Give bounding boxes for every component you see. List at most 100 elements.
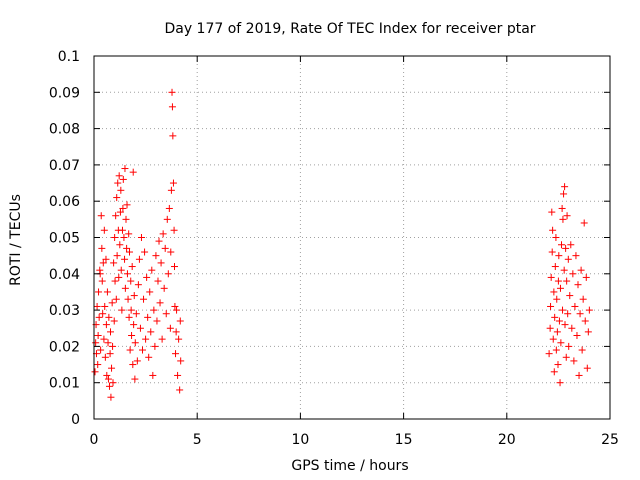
data-point <box>578 346 586 354</box>
data-point <box>176 386 184 394</box>
data-point <box>142 335 150 343</box>
data-point <box>568 324 576 332</box>
data-point <box>576 310 584 318</box>
axis-ticks <box>93 55 611 420</box>
data-point <box>574 281 582 289</box>
data-point <box>120 234 128 241</box>
data-point <box>557 241 565 249</box>
data-point <box>555 252 563 260</box>
x-tick-label: 10 <box>291 432 309 448</box>
data-point <box>556 284 564 292</box>
data-point <box>170 263 178 271</box>
data-point <box>160 284 168 292</box>
data-point <box>153 317 161 325</box>
data-point <box>131 375 139 383</box>
data-point <box>100 226 108 234</box>
data-point <box>105 313 113 321</box>
data-point <box>166 324 174 332</box>
data-point <box>112 212 120 220</box>
data-point <box>559 215 567 223</box>
data-point <box>136 324 144 332</box>
data-point <box>549 226 557 234</box>
data-point <box>121 284 129 292</box>
data-point <box>549 335 557 343</box>
x-tick-label: 15 <box>395 432 413 448</box>
data-point <box>99 310 107 318</box>
data-point <box>108 364 116 372</box>
data-points <box>91 88 593 401</box>
data-point <box>157 259 165 267</box>
data-point <box>573 332 581 340</box>
data-point <box>129 168 137 176</box>
data-point <box>171 302 179 310</box>
data-point <box>126 346 134 354</box>
data-point <box>557 339 565 347</box>
data-point <box>548 208 556 216</box>
y-tick-labels: 0 0.01 0.02 0.03 0.04 0.05 0.06 0.07 0.08 0.09 0.1 <box>49 49 80 428</box>
data-point <box>150 306 158 314</box>
x-tick-label: 20 <box>498 432 516 448</box>
data-point <box>560 266 568 274</box>
y-tick-label: 0.06 <box>49 194 80 210</box>
data-point <box>100 335 108 343</box>
data-point <box>563 277 571 285</box>
data-point <box>162 310 170 318</box>
data-point <box>93 302 101 310</box>
data-point <box>98 244 106 252</box>
data-point <box>91 368 99 376</box>
data-point <box>123 270 131 278</box>
data-point <box>547 302 555 310</box>
data-point <box>113 194 121 202</box>
data-point <box>108 299 116 307</box>
x-tick-label: 25 <box>601 432 619 448</box>
data-point <box>127 306 135 314</box>
data-point <box>141 248 149 256</box>
data-point <box>547 273 555 281</box>
data-point <box>562 244 570 252</box>
data-point <box>177 357 185 365</box>
data-point <box>165 204 173 212</box>
data-point <box>139 346 147 354</box>
data-point <box>103 288 111 296</box>
data-point <box>176 317 184 325</box>
chart-title: Day 177 of 2019, Rate Of TEC Index for r… <box>164 21 535 37</box>
data-point <box>564 255 572 263</box>
data-point <box>577 266 585 274</box>
x-tick-label: 5 <box>193 432 202 448</box>
y-tick-label: 0.1 <box>58 49 80 65</box>
data-point <box>553 328 561 336</box>
data-point <box>94 361 102 369</box>
data-point <box>561 183 569 191</box>
data-point <box>562 353 570 361</box>
data-point <box>151 342 159 350</box>
data-point <box>101 353 109 361</box>
data-point <box>581 317 589 325</box>
data-point <box>152 252 160 260</box>
data-point <box>147 328 155 336</box>
data-point <box>563 212 571 220</box>
data-point <box>95 288 103 296</box>
data-point <box>104 375 112 383</box>
data-point <box>571 302 579 310</box>
y-tick-label: 0.03 <box>49 303 80 319</box>
data-point <box>566 292 574 300</box>
data-point <box>583 364 591 372</box>
data-point <box>558 204 566 212</box>
data-point <box>130 321 138 329</box>
y-axis-label: ROTI / TECUs <box>8 194 24 286</box>
data-point <box>569 270 577 278</box>
y-tick-label: 0.09 <box>49 85 80 101</box>
data-point <box>102 321 110 329</box>
data-point <box>105 382 113 390</box>
data-point <box>168 103 176 111</box>
data-point <box>172 328 180 336</box>
data-point <box>156 299 164 307</box>
data-point <box>131 339 139 347</box>
data-point <box>155 237 163 245</box>
data-point <box>548 248 556 256</box>
data-point <box>103 371 111 379</box>
data-point <box>575 371 583 379</box>
data-point <box>585 306 593 314</box>
data-point <box>133 357 141 365</box>
data-point <box>570 357 578 365</box>
